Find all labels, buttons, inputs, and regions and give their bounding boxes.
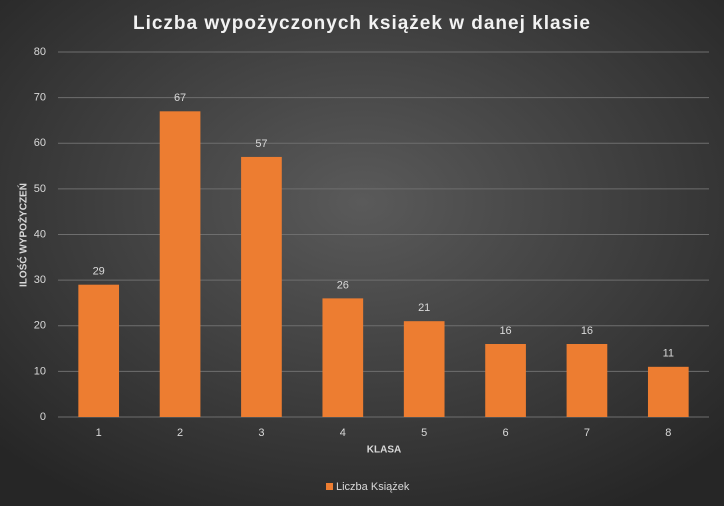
y-tick-label: 70 xyxy=(34,92,46,104)
chart-title: Liczba wypożyczonych książek w danej kla… xyxy=(133,13,591,34)
y-tick-label: 60 xyxy=(34,137,46,149)
y-tick-label: 10 xyxy=(34,365,46,377)
data-label: 11 xyxy=(663,348,674,360)
y-axis-title: ILOŚĆ WYPOŻYCZEŃ xyxy=(17,183,30,287)
bar xyxy=(322,298,364,417)
y-tick-label: 80 xyxy=(34,46,46,58)
bar xyxy=(403,321,445,417)
data-label: 67 xyxy=(174,92,186,104)
data-label: 21 xyxy=(418,302,430,314)
y-tick-label: 0 xyxy=(40,411,46,423)
y-tick-label: 40 xyxy=(34,228,46,240)
x-tick-label: 1 xyxy=(96,427,102,439)
bar xyxy=(566,344,608,417)
x-tick-label: 7 xyxy=(584,427,590,439)
x-tick-label: 2 xyxy=(177,427,183,439)
x-tick-label: 3 xyxy=(258,427,264,439)
legend-label: Liczba Książek xyxy=(336,481,410,493)
bar xyxy=(485,344,526,417)
x-axis-title: KLASA xyxy=(367,445,401,456)
data-label: 16 xyxy=(499,325,511,337)
legend-swatch xyxy=(326,483,333,490)
x-tick-label: 4 xyxy=(340,427,346,439)
data-label: 26 xyxy=(337,279,349,291)
data-label: 29 xyxy=(93,266,105,278)
x-tick-label: 8 xyxy=(665,427,671,439)
y-tick-label: 20 xyxy=(34,320,46,332)
bar xyxy=(78,284,120,417)
bar xyxy=(241,156,282,417)
y-tick-label: 30 xyxy=(34,274,46,286)
x-tick-label: 5 xyxy=(421,427,427,439)
data-label: 57 xyxy=(255,138,267,150)
data-label: 16 xyxy=(581,325,593,337)
bar xyxy=(159,111,201,417)
bar xyxy=(647,366,689,417)
x-tick-label: 6 xyxy=(503,427,509,439)
y-tick-label: 50 xyxy=(34,183,46,195)
